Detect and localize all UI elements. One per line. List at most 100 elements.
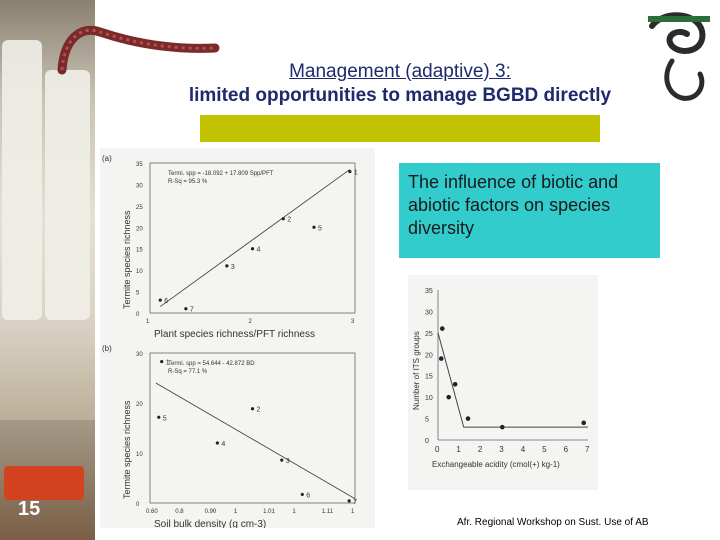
- y-tick-label: 25: [425, 331, 433, 338]
- fit-line: [155, 382, 356, 500]
- data-point: [158, 298, 162, 302]
- footer-text: Afr. Regional Workshop on Sust. Use of A…: [457, 517, 649, 528]
- hanging-bag: [45, 70, 90, 320]
- data-point: [250, 407, 255, 411]
- x-tick-label: 2: [249, 319, 253, 325]
- point-label: 7: [190, 307, 194, 314]
- slide-title: Management (adaptive) 3: limited opportu…: [100, 60, 700, 108]
- point-label: 6: [306, 492, 310, 499]
- x-axis-label: Plant species richness/PFT richness: [154, 329, 315, 340]
- point-label: 1: [166, 360, 170, 367]
- y-tick-label: 35: [425, 288, 433, 295]
- x-tick-label: 5: [542, 445, 547, 454]
- data-point: [184, 307, 188, 311]
- point-label: 7: [353, 499, 357, 506]
- x-tick-label: 0.90: [205, 509, 217, 515]
- hanging-bag: [2, 40, 42, 320]
- data-point: [157, 415, 161, 419]
- y-tick-label: 30: [425, 309, 433, 316]
- y-axis-label: Termite species richness: [122, 210, 132, 309]
- acidity-plot-svg: 0 5 10 15 20 25 30 35 0 1 2 3 4 5 6 7 Exchangeable acidi…: [412, 288, 590, 469]
- x-axis-label: Soil bulk density (g cm-3): [154, 519, 266, 528]
- page-number: 15: [18, 498, 41, 520]
- x-tick-label: 0: [435, 445, 440, 454]
- data-point: [446, 394, 452, 400]
- x-tick-label: 0.60: [146, 509, 158, 515]
- point-label: 5: [163, 415, 167, 422]
- regression-annotation: R-Sq = 95.3 %: [168, 179, 208, 185]
- y-tick-label: 20: [136, 402, 143, 408]
- regression-annotation: R-Sq = 77.1 %: [168, 369, 208, 375]
- background-photo: [0, 0, 95, 540]
- point-label: 3: [286, 458, 290, 465]
- data-point: [348, 169, 352, 174]
- earthworm-image: [57, 25, 220, 75]
- data-point: [439, 326, 445, 331]
- point-label: 4: [257, 247, 261, 254]
- y-tick-label: 5: [136, 291, 140, 297]
- data-point: [581, 420, 587, 426]
- y-tick-label: 10: [425, 395, 433, 402]
- point-label: 1: [354, 170, 358, 177]
- point-label: 2: [257, 407, 261, 414]
- scatter-figure-left: (a) 0 5 10 15 20 25 30 35 1 2 3 Plant species richne…: [100, 148, 375, 528]
- data-point: [215, 441, 219, 445]
- y-tick-label: 10: [136, 452, 143, 458]
- regression-annotation: Termi. spp = -18.092 + 17.809 Spp/PFT: [168, 171, 274, 177]
- data-point: [347, 499, 351, 503]
- x-tick-label: 1.11: [322, 509, 334, 515]
- y-tick-label: 15: [425, 374, 433, 381]
- panel-label: (a): [102, 154, 112, 163]
- data-point: [225, 264, 229, 268]
- y-tick-label: 35: [136, 162, 143, 168]
- y-tick-label: 25: [136, 205, 143, 211]
- organization-logo: [648, 12, 710, 101]
- x-axis-label: Exchangeable acidity (cmol(+) kg-1): [432, 460, 560, 469]
- data-point: [160, 359, 164, 364]
- fit-line: [159, 169, 351, 307]
- x-tick-label: 1: [456, 445, 461, 454]
- x-tick-label: 1: [292, 509, 296, 515]
- y-axis-label: Number of ITS groups: [412, 331, 421, 410]
- x-tick-label: 2: [478, 445, 483, 454]
- callout-box: The influence of biotic and abiotic fact…: [399, 163, 660, 258]
- data-point: [300, 492, 304, 497]
- x-tick-label: 7: [585, 445, 590, 454]
- x-tick-label: 1: [351, 509, 355, 515]
- y-tick-label: 20: [136, 226, 143, 232]
- title-line-2: limited opportunities to manage BGBD dir…: [188, 85, 612, 106]
- title-line-1: Management (adaptive) 3:: [289, 61, 511, 82]
- point-label: 6: [164, 298, 168, 305]
- data-point: [281, 217, 285, 221]
- x-tick-label: 3: [499, 445, 504, 454]
- y-tick-label: 30: [136, 352, 143, 358]
- y-tick-label: 10: [136, 269, 143, 275]
- accent-bar: [200, 115, 600, 142]
- data-point: [280, 458, 284, 462]
- y-tick-label: 20: [425, 352, 433, 359]
- x-tick-label: 1.01: [263, 509, 275, 515]
- plot-frame: [149, 162, 356, 314]
- panel-label: (b): [102, 344, 112, 353]
- x-tick-label: 3: [351, 319, 355, 325]
- data-point: [499, 424, 505, 430]
- y-tick-label: 0: [136, 502, 140, 508]
- regression-annotation: Termi. spp = 54.644 - 42.872 BD: [168, 361, 255, 367]
- point-label: 4: [221, 441, 225, 448]
- x-tick-label: 6: [564, 445, 569, 454]
- data-point: [438, 356, 444, 361]
- x-tick-label: 1: [146, 319, 150, 325]
- point-label: 2: [287, 217, 291, 224]
- acidity-figure: 0 5 10 15 20 25 30 35 0 1 2 3 4 5 6 7 Exchangeable acidi…: [408, 275, 598, 490]
- y-tick-label: 30: [136, 183, 143, 189]
- data-point: [465, 416, 471, 421]
- point-label: 3: [231, 264, 235, 271]
- tray: [4, 466, 84, 500]
- y-tick-label: 0: [425, 438, 429, 445]
- plot-frame: [149, 352, 356, 504]
- fit-line: [437, 332, 588, 428]
- x-tick-label: 1: [234, 509, 238, 515]
- y-tick-label: 15: [136, 248, 143, 254]
- y-tick-label: 5: [425, 417, 429, 424]
